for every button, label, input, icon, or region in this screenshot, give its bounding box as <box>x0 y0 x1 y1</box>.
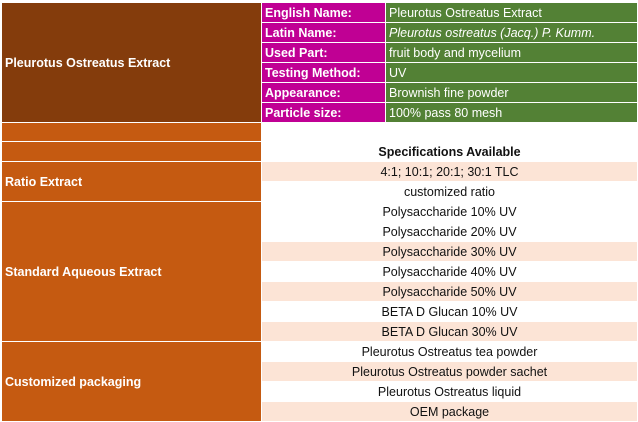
spec-row: BETA D Glucan 30% UV <box>2 321 638 342</box>
info-label: Latin Name: <box>261 22 386 43</box>
spec-item: Pleurotus Ostreatus tea powder <box>261 341 638 362</box>
info-label: English Name: <box>261 2 386 23</box>
spec-item: Polysaccharide 50% UV <box>261 281 638 302</box>
spec-row: BETA D Glucan 10% UV <box>2 301 638 322</box>
info-value: Brownish fine powder <box>385 82 638 103</box>
spec-row: Ratio Extract 4:1; 10:1; 20:1; 30:1 TLC <box>1 161 638 202</box>
spacer-cell <box>1 122 262 142</box>
info-row: Pleurotus Ostreatus Extract English Name… <box>1 2 638 123</box>
info-value: 100% pass 80 mesh <box>385 102 638 123</box>
spec-item: Polysaccharide 10% UV <box>261 201 638 222</box>
spec-item: OEM package <box>261 401 638 422</box>
spec-row: customized ratio <box>2 181 638 202</box>
spec-item: Pleurotus Ostreatus powder sachet <box>261 361 638 382</box>
spec-item: Polysaccharide 40% UV <box>261 261 638 282</box>
spec-item: Polysaccharide 20% UV <box>261 221 638 242</box>
group-cell-blank <box>1 141 262 162</box>
spec-row: Polysaccharide 30% UV <box>2 241 638 262</box>
group-name-customized-packaging: Customized packaging <box>1 341 262 422</box>
spacer-row <box>1 122 638 142</box>
info-value: UV <box>385 62 638 83</box>
info-label: Testing Method: <box>261 62 386 83</box>
info-value: fruit body and mycelium <box>385 42 638 63</box>
group-name-standard-aqueous-extract: Standard Aqueous Extract <box>1 201 262 342</box>
info-label: Used Part: <box>261 42 386 63</box>
info-row: Particle size: 100% pass 80 mesh <box>2 102 638 123</box>
spec-item: BETA D Glucan 10% UV <box>261 301 638 322</box>
product-name-cell: Pleurotus Ostreatus Extract <box>1 2 262 123</box>
info-row: Testing Method: UV <box>2 62 638 83</box>
info-label: Appearance: <box>261 82 386 103</box>
info-row: Used Part: fruit body and mycelium <box>2 42 638 63</box>
spec-item: customized ratio <box>261 181 638 202</box>
spec-item: BETA D Glucan 30% UV <box>261 321 638 342</box>
info-label: Particle size: <box>261 102 386 123</box>
spec-row: Polysaccharide 50% UV <box>2 281 638 302</box>
spec-item: Pleurotus Ostreatus liquid <box>261 381 638 402</box>
specs-header-row: Specifications Available <box>1 141 638 162</box>
spec-row: Pleurotus Ostreatus powder sachet <box>2 361 638 382</box>
group-name-ratio-extract: Ratio Extract <box>1 161 262 202</box>
info-value: Pleurotus Ostreatus Extract <box>385 2 638 23</box>
info-row: Latin Name: Pleurotus ostreatus (Jacq.) … <box>2 22 638 43</box>
spec-row: Pleurotus Ostreatus liquid <box>2 381 638 402</box>
spacer-cell <box>261 122 638 142</box>
info-value: Pleurotus ostreatus (Jacq.) P. Kumm. <box>385 22 638 43</box>
spec-item: Polysaccharide 30% UV <box>261 241 638 262</box>
spec-item: 4:1; 10:1; 20:1; 30:1 TLC <box>261 161 638 182</box>
spec-row: Standard Aqueous Extract Polysaccharide … <box>1 201 638 342</box>
spec-row: Polysaccharide 40% UV <box>2 261 638 282</box>
spec-row: Customized packaging Pleurotus Ostreatus… <box>1 341 638 422</box>
specs-header: Specifications Available <box>261 141 638 162</box>
